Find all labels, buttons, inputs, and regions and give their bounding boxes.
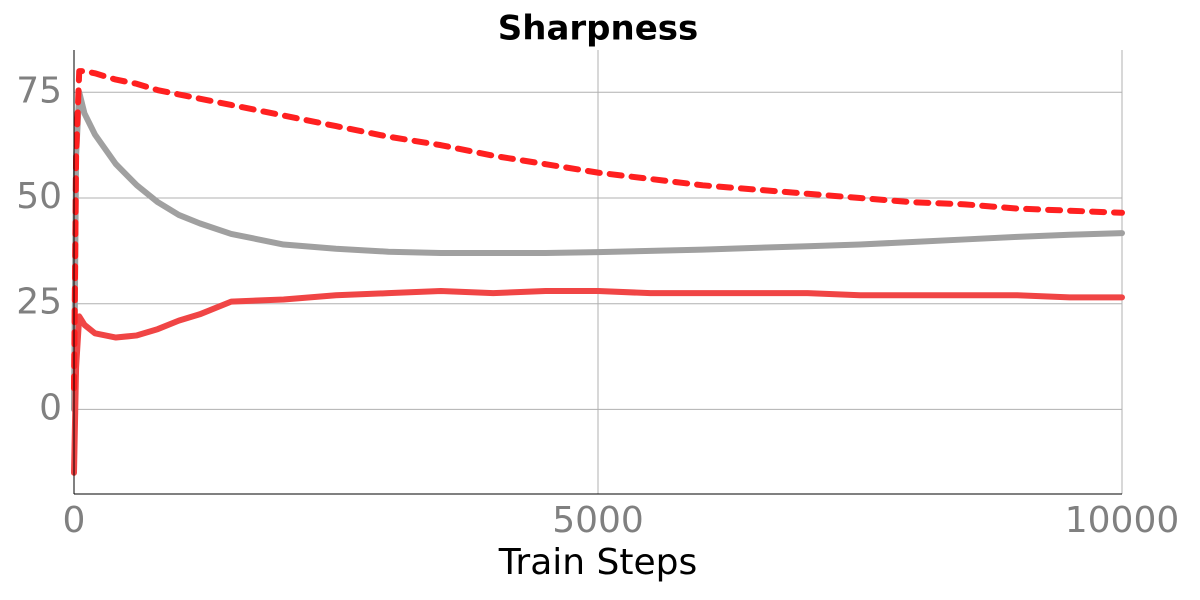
y-tick-label: 75 <box>16 70 62 111</box>
chart-title: Sharpness <box>498 9 698 49</box>
x-tick-label: 10000 <box>1065 500 1180 541</box>
y-tick-label: 50 <box>16 176 62 217</box>
line-series <box>71 288 1125 476</box>
y-tick-label: 0 <box>39 387 62 428</box>
y-tick-label: 25 <box>16 282 62 323</box>
x-tick-label: 0 <box>63 500 86 541</box>
x-tick-label: 5000 <box>552 500 644 541</box>
x-axis-label: Train Steps <box>498 542 698 583</box>
line-series <box>71 89 1125 413</box>
line-series <box>71 68 1125 392</box>
